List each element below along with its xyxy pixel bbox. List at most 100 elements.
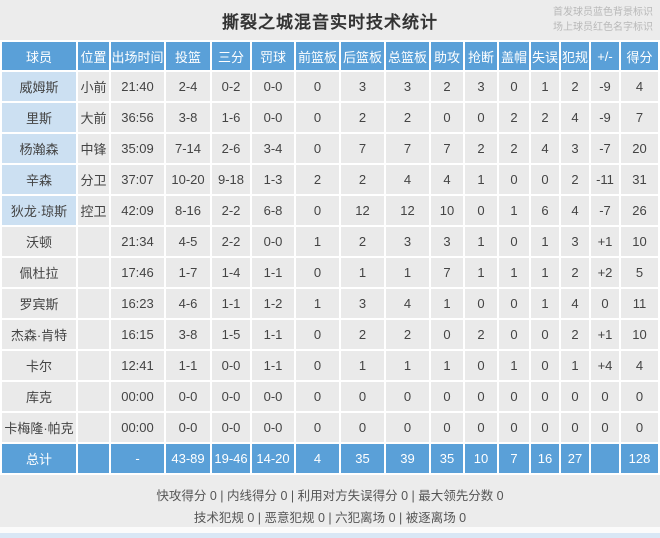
column-header: 失误 (531, 42, 559, 70)
stat-cell: 10 (431, 196, 463, 225)
stat-cell: 2-2 (212, 196, 250, 225)
player-row: 库克 00:00 0-0 0-0 0-0 0 0 0 0 0 0 0 0 0 0 (2, 382, 658, 411)
team-stats-footer: 快攻得分 0 | 内线得分 0 | 利用对方失误得分 0 | 最大领先分数 0 … (0, 475, 660, 527)
player-name-cell: 里斯 (2, 103, 76, 132)
stat-cell: 10-20 (166, 165, 210, 194)
stat-cell: 中锋 (78, 134, 109, 163)
stat-cell: 1 (296, 227, 339, 256)
column-header: 前篮板 (296, 42, 339, 70)
stat-cell: 0-0 (252, 382, 294, 411)
stat-cell: 0 (431, 320, 463, 349)
stat-cell: 4 (561, 103, 589, 132)
stat-cell: 0 (531, 413, 559, 442)
stat-cell: 0 (296, 103, 339, 132)
stat-cell: 2-6 (212, 134, 250, 163)
stat-cell: 0 (499, 72, 529, 101)
stat-cell: +2 (591, 258, 619, 287)
stat-cell: 分卫 (78, 165, 109, 194)
player-name-cell: 佩杜拉 (2, 258, 76, 287)
table-header-row: 球员 位置 出场时间 投篮 三分 罚球 前篮板 后篮板 总篮板 助攻 抢断 盖帽 失误 犯规 +/- 得分 (2, 42, 658, 70)
stat-cell: 7 (621, 103, 658, 132)
total-stat-cell: 43-89 (166, 444, 210, 473)
stat-cell: 35:09 (111, 134, 164, 163)
player-row: 沃顿 21:34 4-5 2-2 0-0 1 2 3 3 1 0 1 3 +1 10 (2, 227, 658, 256)
column-header: 投篮 (166, 42, 210, 70)
bottom-gap (0, 527, 660, 533)
stat-cell: 3 (386, 227, 429, 256)
stat-cell: 1 (531, 289, 559, 318)
stat-cell: 1 (431, 351, 463, 380)
stat-cell: -9 (591, 72, 619, 101)
stat-cell: 1-1 (252, 351, 294, 380)
stat-cell: 10 (621, 320, 658, 349)
stat-cell: 3 (341, 72, 384, 101)
stat-cell: 0 (621, 413, 658, 442)
legend-starters-note: 首发球员蓝色背景标识 (553, 7, 653, 18)
footer-scoring-stats: 快攻得分 0 | 内线得分 0 | 利用对方失误得分 0 | 最大领先分数 0 (156, 489, 504, 503)
stat-cell: 12 (341, 196, 384, 225)
stat-cell: 1-6 (212, 103, 250, 132)
stat-cell: 11 (621, 289, 658, 318)
stat-cell: 2 (386, 103, 429, 132)
stat-cell: 2 (561, 320, 589, 349)
stat-cell: 4 (621, 351, 658, 380)
player-name-cell: 威姆斯 (2, 72, 76, 101)
stat-cell: 1-1 (252, 320, 294, 349)
stat-cell (78, 258, 109, 287)
stat-cell: 1-3 (252, 165, 294, 194)
stat-cell: 0-0 (252, 227, 294, 256)
stat-cell: 10 (621, 227, 658, 256)
stat-cell: 1 (499, 196, 529, 225)
stat-cell (78, 382, 109, 411)
stat-cell: 0 (465, 196, 497, 225)
stat-cell: 3-4 (252, 134, 294, 163)
column-header: 罚球 (252, 42, 294, 70)
stat-cell: 1 (499, 351, 529, 380)
stat-cell: 7-14 (166, 134, 210, 163)
stat-cell: 0 (499, 413, 529, 442)
stat-cell: 0 (499, 227, 529, 256)
stat-cell: 4-5 (166, 227, 210, 256)
total-stat-cell: 39 (386, 444, 429, 473)
total-stat-cell: 7 (499, 444, 529, 473)
column-header: 出场时间 (111, 42, 164, 70)
stat-cell: 1-5 (212, 320, 250, 349)
stat-cell: 3 (431, 227, 463, 256)
stat-cell: 8-16 (166, 196, 210, 225)
stat-cell: 7 (341, 134, 384, 163)
stat-cell: 2-4 (166, 72, 210, 101)
stat-cell: 20 (621, 134, 658, 163)
total-stat-cell (78, 444, 109, 473)
stat-cell: 0-0 (166, 382, 210, 411)
stat-cell: 0 (531, 351, 559, 380)
stat-cell: 7 (431, 258, 463, 287)
stat-cell: 0 (531, 320, 559, 349)
player-row: 威姆斯 小前 21:40 2-4 0-2 0-0 0 3 3 2 3 0 1 2 -9 4 (2, 72, 658, 101)
stat-cell: 2 (341, 227, 384, 256)
stat-cell: 1-2 (252, 289, 294, 318)
player-row: 狄龙·琼斯 控卫 42:09 8-16 2-2 6-8 0 12 12 10 0 1 6 4 -7 26 (2, 196, 658, 225)
total-stat-cell (591, 444, 619, 473)
player-row: 卡梅隆·帕克 00:00 0-0 0-0 0-0 0 0 0 0 0 0 0 0 0 0 (2, 413, 658, 442)
stat-cell: 1 (431, 289, 463, 318)
stat-cell: 2 (341, 320, 384, 349)
stat-cell: 0 (296, 382, 339, 411)
stat-cell: 7 (431, 134, 463, 163)
total-stat-cell: 35 (431, 444, 463, 473)
stat-cell: 0 (296, 258, 339, 287)
player-row: 罗宾斯 16:23 4-6 1-1 1-2 1 3 4 1 0 0 1 4 0 11 (2, 289, 658, 318)
stat-cell: 4 (386, 289, 429, 318)
stat-cell: 0 (341, 382, 384, 411)
stat-cell: 37:07 (111, 165, 164, 194)
stat-cell: 0-0 (212, 382, 250, 411)
stat-cell: 0 (431, 413, 463, 442)
stat-cell: 1 (531, 72, 559, 101)
stat-cell (78, 320, 109, 349)
stat-cell: 0 (386, 413, 429, 442)
stat-cell: +1 (591, 227, 619, 256)
stat-cell: 大前 (78, 103, 109, 132)
stat-cell: 0-0 (212, 351, 250, 380)
stat-cell: 3-8 (166, 103, 210, 132)
player-name-cell: 卡梅隆·帕克 (2, 413, 76, 442)
